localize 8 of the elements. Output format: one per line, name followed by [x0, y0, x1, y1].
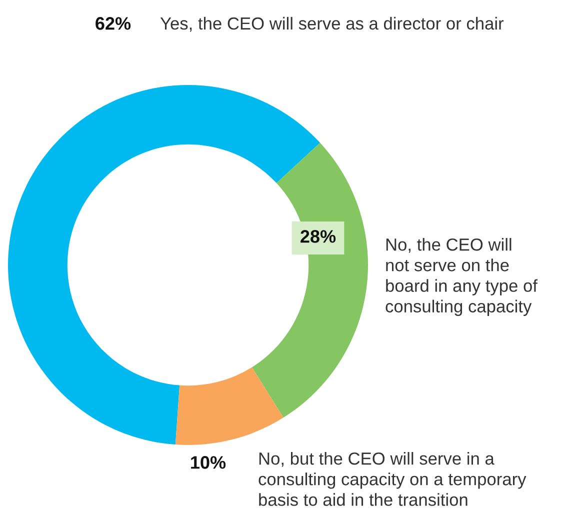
slice-label: Yes, the CEO will serve as a director or chair: [160, 16, 504, 32]
slice-label: No, the CEO will not serve on the board in any type of consulting capacity: [386, 238, 538, 316]
donut-slice: [175, 367, 284, 445]
donut-slice: [252, 142, 368, 418]
data-label: 10%: [191, 456, 226, 469]
slice-label: No, but the CEO will serve in a consulting capacity on a temporary basis to aid in the transition: [258, 452, 526, 506]
data-label: 28%: [300, 230, 336, 243]
data-label: 62%: [96, 17, 131, 30]
